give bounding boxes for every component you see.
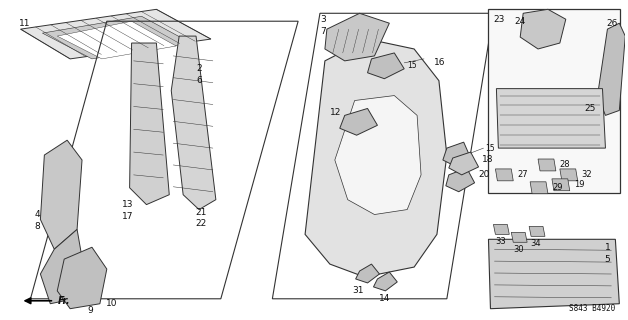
Polygon shape: [489, 239, 619, 309]
Text: 5: 5: [605, 255, 610, 264]
Text: 17: 17: [122, 212, 133, 221]
Text: 18: 18: [482, 156, 493, 164]
Text: 1: 1: [605, 243, 610, 252]
Text: 2: 2: [196, 64, 202, 73]
Polygon shape: [42, 16, 191, 59]
Polygon shape: [335, 96, 421, 214]
Polygon shape: [449, 152, 479, 175]
Polygon shape: [40, 140, 82, 249]
Text: 22: 22: [195, 219, 207, 228]
Text: 9: 9: [87, 306, 93, 315]
Text: 6: 6: [196, 76, 202, 85]
Polygon shape: [520, 9, 566, 49]
Text: S843 B4920: S843 B4920: [569, 304, 615, 313]
Text: 16: 16: [434, 58, 445, 67]
Polygon shape: [494, 224, 509, 234]
Text: 34: 34: [531, 239, 541, 248]
Text: 32: 32: [582, 170, 592, 180]
Polygon shape: [495, 169, 513, 181]
Text: 11: 11: [19, 19, 30, 28]
Text: 30: 30: [513, 245, 524, 254]
Polygon shape: [529, 227, 545, 236]
Polygon shape: [129, 43, 170, 204]
Text: 19: 19: [574, 180, 584, 189]
Text: 33: 33: [495, 237, 506, 246]
Text: 15: 15: [485, 144, 495, 153]
Text: 13: 13: [122, 200, 133, 209]
Polygon shape: [443, 142, 470, 166]
Text: 15: 15: [407, 61, 417, 70]
Text: 27: 27: [517, 170, 528, 180]
Text: 3: 3: [320, 15, 326, 24]
Polygon shape: [21, 9, 211, 59]
Polygon shape: [446, 168, 475, 192]
Text: 25: 25: [584, 104, 595, 113]
Polygon shape: [57, 247, 107, 309]
Polygon shape: [552, 179, 570, 191]
Text: 20: 20: [479, 170, 490, 180]
Text: 12: 12: [330, 108, 342, 117]
Text: Fr.: Fr.: [58, 296, 71, 306]
Polygon shape: [355, 264, 379, 283]
Polygon shape: [511, 232, 527, 242]
Polygon shape: [340, 108, 377, 135]
Polygon shape: [367, 53, 404, 79]
Polygon shape: [40, 229, 84, 304]
Text: 26: 26: [607, 19, 618, 28]
Polygon shape: [171, 36, 216, 210]
Bar: [489, 9, 620, 193]
Text: 29: 29: [552, 183, 563, 192]
Polygon shape: [538, 159, 556, 171]
Polygon shape: [57, 21, 176, 59]
Polygon shape: [496, 89, 605, 148]
Text: 14: 14: [379, 294, 390, 303]
Text: 31: 31: [352, 286, 364, 295]
Text: 24: 24: [514, 17, 526, 26]
Polygon shape: [374, 272, 398, 291]
Text: 7: 7: [320, 27, 326, 36]
Polygon shape: [597, 23, 625, 116]
Polygon shape: [305, 39, 447, 277]
Text: 28: 28: [560, 160, 570, 170]
Polygon shape: [530, 182, 548, 194]
Text: 10: 10: [106, 299, 117, 308]
Polygon shape: [325, 13, 389, 61]
Text: 8: 8: [35, 222, 40, 231]
Polygon shape: [560, 169, 578, 181]
Text: 4: 4: [35, 210, 40, 219]
Text: 21: 21: [195, 208, 207, 217]
Text: 23: 23: [494, 15, 505, 24]
